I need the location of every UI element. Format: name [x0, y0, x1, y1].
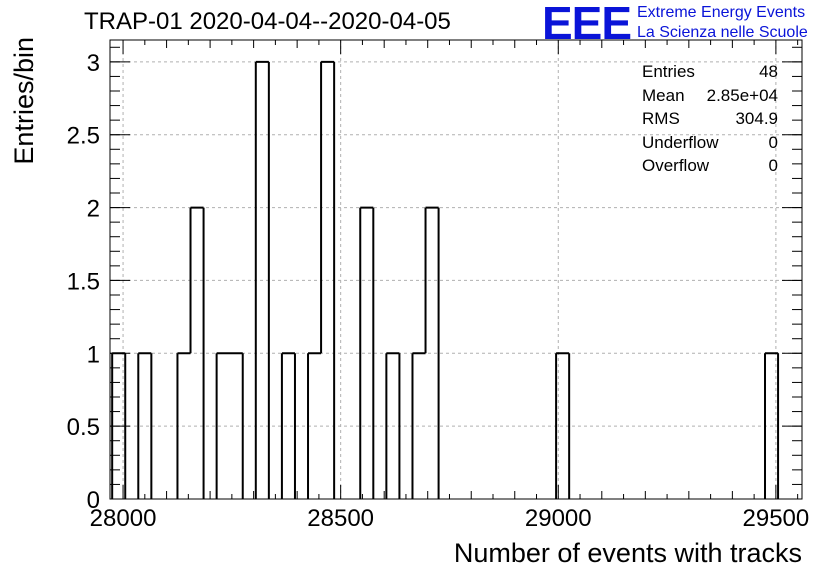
- logo-caption: Extreme Energy Events La Scienza nelle S…: [637, 3, 808, 43]
- stat-overflow: Overflow 0: [642, 154, 778, 178]
- plot-frame: [109, 39, 803, 500]
- stat-underflow: Underflow 0: [642, 131, 778, 155]
- stat-value: 0: [768, 156, 778, 175]
- stat-label: Mean: [642, 85, 685, 105]
- histogram-bin: [765, 353, 778, 499]
- stat-value: 48: [759, 62, 778, 81]
- chart-title: TRAP-01 2020-04-04--2020-04-05: [84, 8, 451, 35]
- histogram-bin: [308, 353, 321, 499]
- histogram-bin: [412, 353, 425, 499]
- y-tick-label: 1: [87, 341, 100, 368]
- stat-label: Entries: [642, 62, 695, 81]
- y-tick-label: 0.5: [67, 414, 100, 441]
- stat-label: Underflow: [642, 132, 719, 152]
- logo-caption-line1: Extreme Energy Events: [637, 4, 806, 21]
- x-tick-label: 29500: [743, 505, 810, 532]
- histogram-bin: [191, 208, 204, 499]
- histogram-bin: [321, 62, 334, 499]
- x-tick-label: 29000: [525, 505, 592, 532]
- y-tick-label: 2.5: [67, 123, 100, 150]
- stat-value: 0: [768, 132, 778, 152]
- y-tick-label: 1.5: [67, 268, 100, 295]
- axis-ticks: [110, 40, 802, 500]
- stat-entries: Entries 48: [642, 60, 778, 84]
- stat-label: RMS: [642, 109, 680, 128]
- stats-box: Entries 48 Mean 2.85e+04 RMS 304.9 Under…: [642, 60, 778, 178]
- histogram-bin: [386, 353, 399, 499]
- stat-mean: Mean 2.85e+04: [642, 84, 778, 108]
- eee-logo: EEE: [542, 0, 632, 49]
- stat-rms: RMS 304.9: [642, 107, 778, 131]
- y-axis-label: Entries/bin: [9, 37, 39, 165]
- histogram-bin: [138, 353, 151, 499]
- histogram-bin: [360, 208, 373, 499]
- histogram-bin: [177, 353, 190, 499]
- histogram-bin: [256, 62, 269, 499]
- histogram-bin: [556, 353, 569, 499]
- histogram-bin: [282, 353, 295, 499]
- x-axis-label: Number of events with tracks: [454, 538, 802, 568]
- stat-value: 2.85e+04: [706, 85, 778, 105]
- tick-labels: 0 0.5 1 1.5 2 2.5 3 28000 28500 29000 29500: [67, 50, 810, 532]
- histogram-bin: [426, 208, 439, 499]
- stat-value: 304.9: [735, 109, 778, 128]
- x-tick-label: 28000: [90, 505, 157, 532]
- y-tick-label: 3: [87, 50, 100, 77]
- logo-caption-line2: La Scienza nelle Scuole: [637, 24, 808, 41]
- y-tick-label: 2: [87, 196, 100, 223]
- stat-label: Overflow: [642, 156, 710, 175]
- histogram-bin: [230, 353, 243, 499]
- y-tick-label: 0: [87, 487, 100, 514]
- histogram-bin: [217, 353, 230, 499]
- x-tick-label: 28500: [307, 505, 374, 532]
